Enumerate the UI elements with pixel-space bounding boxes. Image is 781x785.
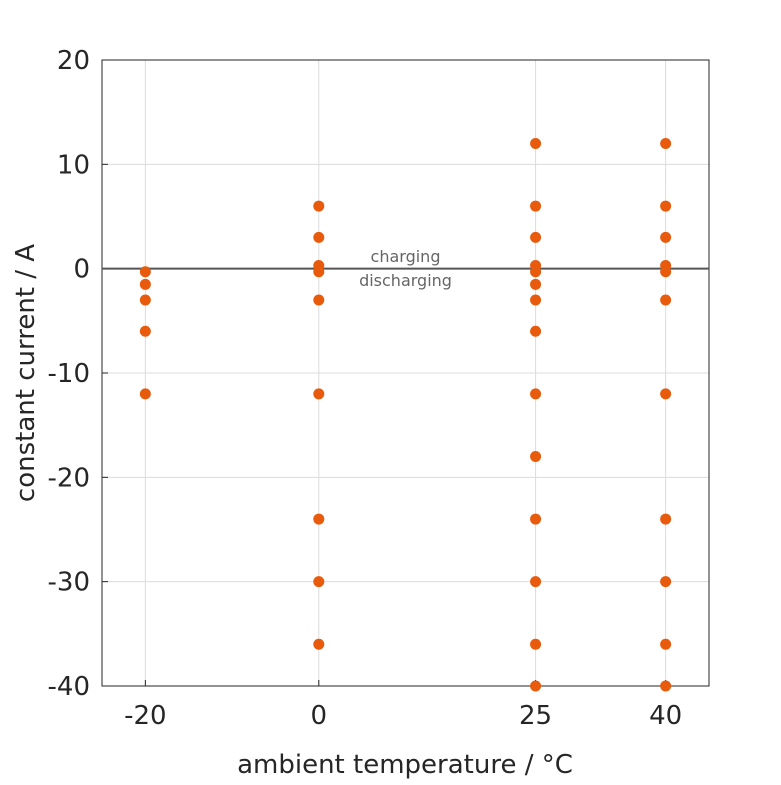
data-point	[530, 680, 542, 692]
data-point	[660, 266, 672, 278]
data-point	[313, 266, 325, 278]
data-points	[139, 137, 672, 692]
data-point	[660, 137, 672, 149]
data-point	[139, 266, 151, 278]
y-tick-label: 10	[57, 150, 90, 180]
data-point	[530, 450, 542, 462]
x-tick-label: 40	[649, 701, 682, 731]
y-tick-label: -10	[48, 359, 90, 389]
data-point	[530, 137, 542, 149]
x-axis-label: ambient temperature / °C	[237, 750, 573, 780]
data-point	[313, 513, 325, 525]
data-point	[660, 576, 672, 588]
data-point	[660, 231, 672, 243]
data-point	[660, 388, 672, 400]
data-point	[313, 576, 325, 588]
y-tick-label: -40	[48, 672, 90, 702]
data-point	[530, 638, 542, 650]
data-point	[660, 294, 672, 306]
grid	[102, 59, 709, 687]
y-tick-label: 0	[73, 255, 90, 285]
data-point	[313, 200, 325, 212]
data-point	[660, 200, 672, 212]
data-point	[139, 388, 151, 400]
y-tick-label: -20	[48, 463, 90, 493]
data-point	[530, 388, 542, 400]
y-tick-label: -30	[48, 568, 90, 598]
y-axis-label: constant current / A	[11, 244, 41, 502]
x-tick-label: 25	[519, 701, 552, 731]
data-point	[530, 278, 542, 290]
axis-ticks: -20 0 25 40 20 10 0 -10 -20 -30 -40	[48, 46, 683, 731]
x-tick-label: 0	[311, 701, 328, 731]
data-point	[530, 200, 542, 212]
data-point	[313, 638, 325, 650]
data-point	[660, 680, 672, 692]
annotations: charging discharging	[359, 247, 452, 290]
data-point	[530, 513, 542, 525]
data-point	[139, 325, 151, 337]
data-point	[530, 231, 542, 243]
data-point	[313, 294, 325, 306]
data-point	[530, 576, 542, 588]
data-point	[313, 231, 325, 243]
x-tick-label: -20	[124, 701, 166, 731]
annotation-discharging: discharging	[359, 271, 452, 290]
y-tick-label: 20	[57, 46, 90, 76]
data-point	[530, 266, 542, 278]
data-point	[530, 325, 542, 337]
data-point	[139, 278, 151, 290]
annotation-charging: charging	[371, 247, 441, 266]
data-point	[530, 294, 542, 306]
data-point	[660, 513, 672, 525]
data-point	[660, 638, 672, 650]
data-point	[313, 388, 325, 400]
data-point	[139, 294, 151, 306]
